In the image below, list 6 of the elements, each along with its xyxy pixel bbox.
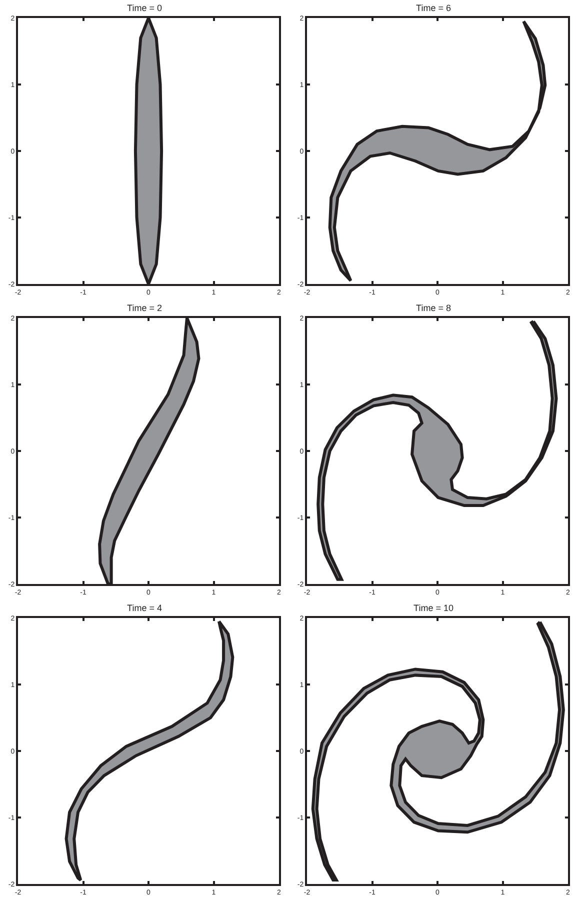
chart-title: Time = 8 — [416, 302, 451, 313]
chart-title: Time = 4 — [127, 602, 162, 613]
chart-title: Time = 6 — [416, 2, 451, 13]
chart-title: Time = 10 — [414, 602, 454, 613]
chart-title: Time = 2 — [127, 302, 162, 313]
chart-title: Time = 0 — [127, 2, 162, 13]
